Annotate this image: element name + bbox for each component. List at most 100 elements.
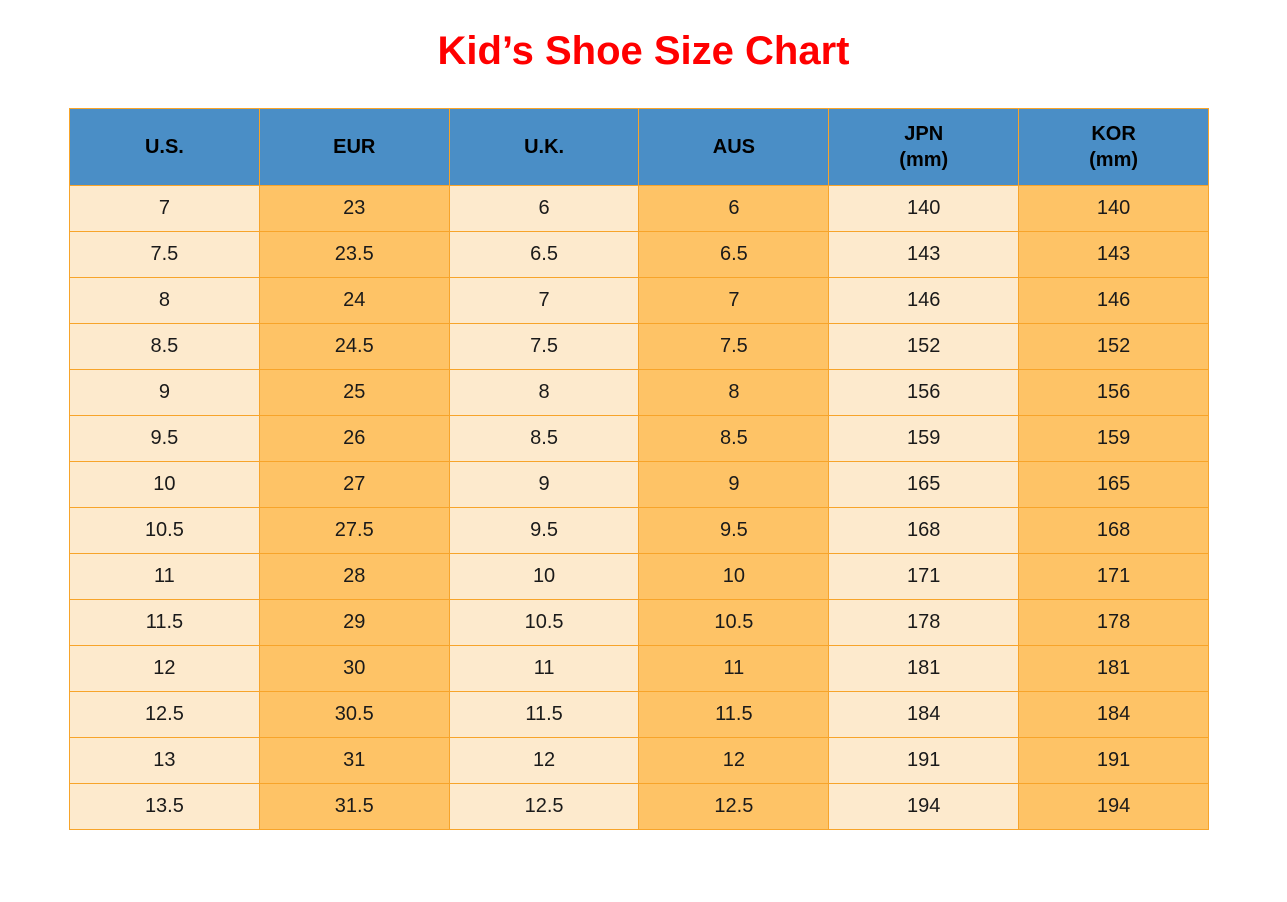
table-row: 13.5 31.5 12.5 12.5 194 194: [69, 783, 1209, 830]
table-cell: 159: [1018, 415, 1209, 462]
table-row: 11.5 29 10.5 10.5 178 178: [69, 599, 1209, 646]
column-header-uk: U.K.: [448, 108, 640, 186]
table-cell: 11.5: [448, 691, 640, 738]
table-cell: 159: [828, 415, 1020, 462]
table-row: 9 25 8 8 156 156: [69, 369, 1209, 416]
table-cell: 7: [448, 277, 640, 324]
column-header-jpn: JPN (mm): [828, 108, 1020, 186]
table-cell: 9.5: [448, 507, 640, 554]
table-cell: 184: [828, 691, 1020, 738]
column-header-us: U.S.: [69, 108, 260, 186]
table-header: U.S. EUR U.K. AUS JPN (mm) KOR (mm): [69, 108, 1209, 186]
table-cell: 10.5: [448, 599, 640, 646]
table-cell: 11.5: [638, 691, 830, 738]
table-row: 7 23 6 6 140 140: [69, 185, 1209, 232]
table-cell: 6.5: [448, 231, 640, 278]
column-label: EUR: [333, 136, 376, 158]
table-cell: 191: [1018, 737, 1209, 784]
table-cell: 31.5: [258, 783, 450, 830]
table-cell: 165: [828, 461, 1020, 508]
column-label: JPN: [904, 123, 944, 145]
table-cell: 9.5: [638, 507, 830, 554]
table-cell: 8.5: [448, 415, 640, 462]
table-cell: 8.5: [638, 415, 830, 462]
column-header-aus: AUS: [638, 108, 830, 186]
table-cell: 191: [828, 737, 1020, 784]
table-cell: 152: [828, 323, 1020, 370]
table-cell: 181: [828, 645, 1020, 692]
table-cell: 156: [828, 369, 1020, 416]
table-cell: 9: [638, 461, 830, 508]
table-cell: 12.5: [69, 691, 260, 738]
table-cell: 7: [69, 185, 260, 232]
table-cell: 143: [1018, 231, 1209, 278]
column-label: U.K.: [524, 136, 565, 158]
table-cell: 23.5: [258, 231, 450, 278]
table-cell: 194: [828, 783, 1020, 830]
table-cell: 171: [828, 553, 1020, 600]
size-table: U.S. EUR U.K. AUS JPN (mm) KOR (mm): [69, 108, 1209, 830]
table-cell: 29: [258, 599, 450, 646]
table-cell: 27.5: [258, 507, 450, 554]
table-cell: 6: [638, 185, 830, 232]
table-cell: 9.5: [69, 415, 260, 462]
table-cell: 8: [69, 277, 260, 324]
table-cell: 30.5: [258, 691, 450, 738]
table-cell: 10: [69, 461, 260, 508]
table-cell: 194: [1018, 783, 1209, 830]
table-cell: 13: [69, 737, 260, 784]
table-cell: 178: [828, 599, 1020, 646]
table-cell: 24.5: [258, 323, 450, 370]
column-sublabel: (mm): [1089, 149, 1139, 171]
column-label: U.S.: [144, 136, 184, 158]
table-cell: 168: [1018, 507, 1209, 554]
table-cell: 10.5: [638, 599, 830, 646]
table-cell: 184: [1018, 691, 1209, 738]
table-cell: 25: [258, 369, 450, 416]
table-cell: 8.5: [69, 323, 260, 370]
table-row: 10.5 27.5 9.5 9.5 168 168: [69, 507, 1209, 554]
table-body: 7 23 6 6 140 140 7.5 23.5 6.5 6.5 143 143 8 24 7 7 146 14…: [69, 185, 1209, 830]
table-cell: 12: [69, 645, 260, 692]
table-cell: 7.5: [69, 231, 260, 278]
table-cell: 171: [1018, 553, 1209, 600]
table-cell: 12: [638, 737, 830, 784]
table-cell: 181: [1018, 645, 1209, 692]
column-header-kor: KOR (mm): [1018, 108, 1209, 186]
table-cell: 24: [258, 277, 450, 324]
table-cell: 8: [638, 369, 830, 416]
table-cell: 143: [828, 231, 1020, 278]
column-sublabel: (mm): [899, 149, 949, 171]
table-cell: 30: [258, 645, 450, 692]
table-cell: 10: [638, 553, 830, 600]
table-cell: 28: [258, 553, 450, 600]
table-cell: 11: [638, 645, 830, 692]
table-cell: 13.5: [69, 783, 260, 830]
table-row: 10 27 9 9 165 165: [69, 461, 1209, 508]
table-cell: 165: [1018, 461, 1209, 508]
table-cell: 7.5: [448, 323, 640, 370]
table-cell: 8: [448, 369, 640, 416]
table-cell: 11.5: [69, 599, 260, 646]
table-row: 9.5 26 8.5 8.5 159 159: [69, 415, 1209, 462]
table-cell: 31: [258, 737, 450, 784]
table-row: 8 24 7 7 146 146: [69, 277, 1209, 324]
table-cell: 11: [448, 645, 640, 692]
table-cell: 146: [828, 277, 1020, 324]
table-cell: 156: [1018, 369, 1209, 416]
table-cell: 7.5: [638, 323, 830, 370]
table-cell: 168: [828, 507, 1020, 554]
table-header-row: U.S. EUR U.K. AUS JPN (mm) KOR (mm): [69, 108, 1209, 186]
table-cell: 7: [638, 277, 830, 324]
table-cell: 10.5: [69, 507, 260, 554]
column-label: AUS: [712, 136, 756, 158]
table-row: 7.5 23.5 6.5 6.5 143 143: [69, 231, 1209, 278]
table-cell: 152: [1018, 323, 1209, 370]
table-row: 8.5 24.5 7.5 7.5 152 152: [69, 323, 1209, 370]
table-cell: 140: [828, 185, 1020, 232]
table-cell: 23: [258, 185, 450, 232]
table-cell: 12.5: [448, 783, 640, 830]
page-title: Kid’s Shoe Size Chart: [437, 29, 850, 73]
table-cell: 146: [1018, 277, 1209, 324]
table-cell: 12.5: [638, 783, 830, 830]
